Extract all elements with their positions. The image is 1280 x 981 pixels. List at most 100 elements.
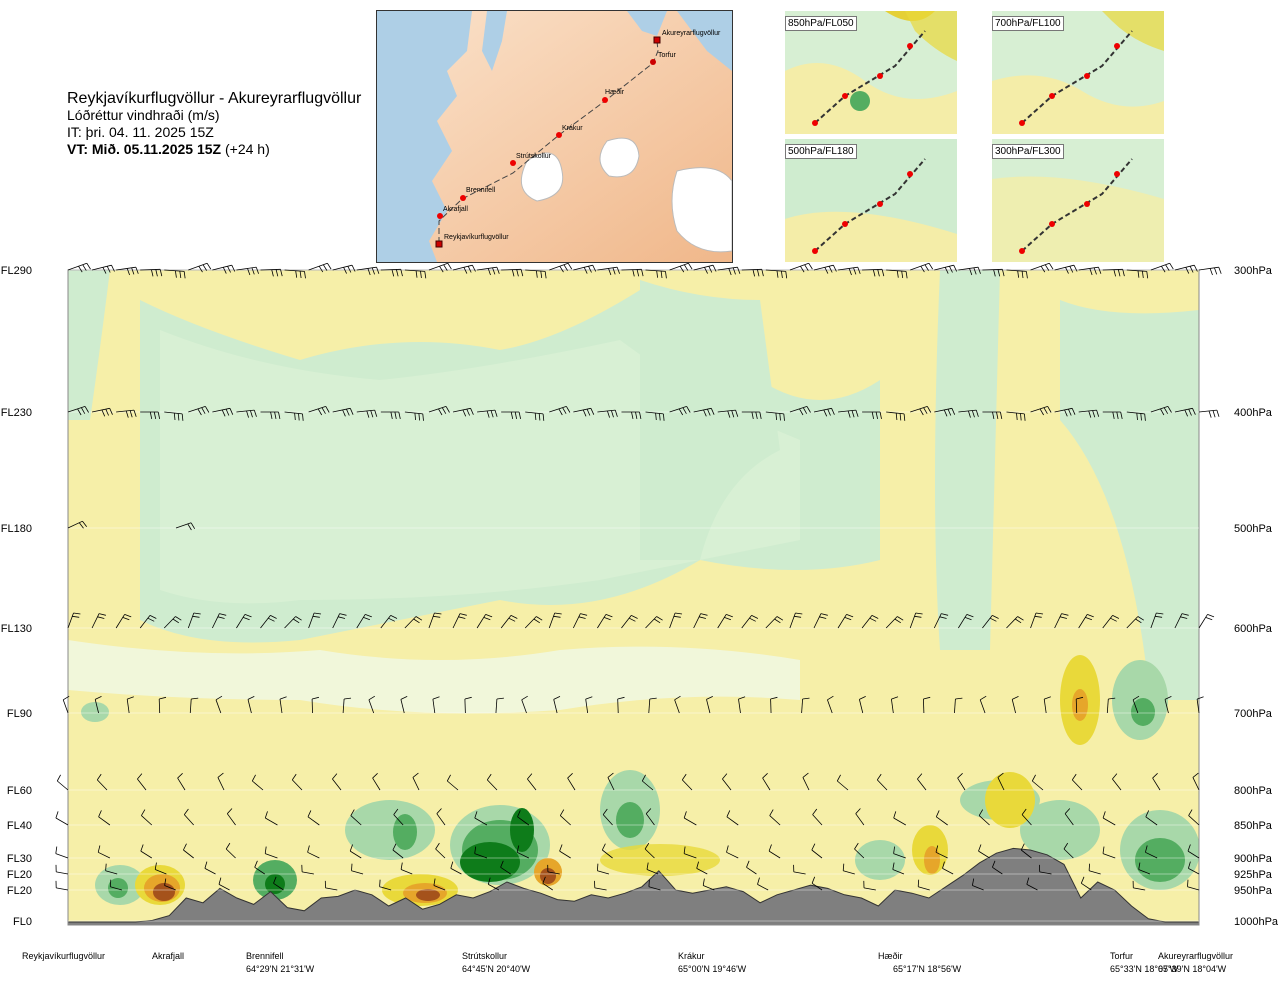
station-label-akureyri: Akureyrarflugvöllur: [662, 30, 721, 37]
wind-barb: [838, 409, 859, 418]
wind-barb: [183, 843, 194, 859]
wind-barb: [474, 811, 488, 826]
wind-barb: [1102, 846, 1116, 859]
wind-barb: [573, 407, 595, 417]
wind-barb: [641, 774, 654, 791]
wind-barb: [1075, 696, 1084, 714]
wind-barb: [474, 846, 488, 859]
wind-barb: [542, 876, 553, 891]
wind-barb: [351, 863, 364, 875]
wind-barb: [311, 696, 319, 714]
wind-barb: [1088, 863, 1101, 875]
issue-time: IT: þri. 04. 11. 2025 15Z: [67, 124, 214, 140]
wind-barb: [236, 266, 259, 276]
wind-barb: [1132, 695, 1140, 714]
wind-barb: [1043, 696, 1051, 714]
wind-barb: [308, 262, 332, 273]
wind-barb: [917, 879, 930, 891]
wind-barb: [1030, 612, 1044, 629]
wind-barb: [982, 411, 1003, 419]
wind-barb: [1198, 409, 1220, 418]
wind-barb: [607, 772, 615, 791]
wind-barb: [501, 411, 521, 419]
wind-barb: [517, 810, 530, 826]
location-name: Akureyrarflugvöllur: [1158, 951, 1233, 961]
wind-barb: [116, 409, 137, 418]
wind-barb: [177, 773, 186, 791]
wind-barb: [487, 877, 500, 891]
wind-barb: [746, 860, 757, 875]
pressure-level-label: 950hPa: [1234, 885, 1273, 897]
location-name: Brennifell: [246, 951, 284, 961]
pressure-level-label: 300hPa: [1234, 265, 1273, 277]
wind-barb: [96, 773, 108, 791]
wind-barb: [164, 878, 176, 891]
wind-barb: [1078, 266, 1102, 276]
wind-barb: [1192, 772, 1200, 791]
wind-barb: [935, 810, 948, 826]
wind-barb: [260, 268, 283, 277]
wind-barb: [738, 696, 746, 714]
flight-level-label: FL180: [1, 523, 32, 535]
flight-level-label: FL130: [1, 623, 32, 635]
wind-barb: [645, 808, 655, 826]
wind-barb: [477, 266, 500, 276]
wind-barb: [126, 696, 134, 714]
wind-barb: [681, 773, 693, 791]
wind-barb: [573, 264, 597, 274]
wind-barb: [693, 264, 717, 274]
wind-barb: [1126, 616, 1145, 629]
location-name: Torfur: [1110, 951, 1133, 961]
wind-barb: [342, 697, 352, 714]
wind-barb: [1150, 612, 1164, 629]
wind-barb: [762, 773, 771, 791]
wind-barb: [1026, 877, 1038, 891]
wind-barb: [356, 266, 380, 276]
wind-barb: [1187, 844, 1200, 859]
station-marker-akureyri: [653, 36, 661, 44]
wind-barb: [1112, 773, 1122, 791]
wind-barb: [140, 411, 160, 419]
wind-barb: [893, 846, 906, 859]
wind-barb: [861, 615, 879, 629]
wind-barb: [645, 269, 667, 279]
wind-barb: [1078, 614, 1094, 629]
wind-barb: [827, 695, 834, 714]
wind-barb: [109, 879, 122, 891]
wind-barb: [1106, 697, 1116, 714]
wind-barb: [801, 697, 810, 714]
pressure-level-label: 900hPa: [1234, 853, 1273, 865]
mini-map-850hpa: 850hPa/FL050: [785, 11, 957, 134]
wind-barb: [350, 809, 362, 826]
wind-barb: [572, 613, 588, 629]
station-label-haedir: Hæðir: [605, 88, 625, 96]
wind-barb: [301, 864, 314, 875]
wind-barb: [837, 614, 854, 629]
wind-barb: [521, 695, 528, 714]
wind-barb: [436, 808, 446, 826]
flight-level-label: FL40: [7, 820, 32, 832]
wind-barb: [254, 860, 265, 875]
wind-barb: [324, 880, 338, 891]
wind-barb: [67, 262, 91, 273]
wind-barb: [934, 264, 958, 274]
wind-barb: [547, 864, 560, 875]
wind-barb: [140, 844, 152, 859]
wind-barb: [1152, 773, 1161, 791]
wind-barb: [432, 696, 440, 714]
wind-barb: [717, 266, 741, 276]
wind-barb: [500, 615, 518, 629]
wind-barb: [1080, 876, 1092, 891]
wind-barb: [500, 860, 511, 875]
wind-barb: [55, 846, 69, 859]
wind-barb: [164, 269, 186, 279]
wind-barb: [516, 845, 529, 859]
wind-barb: [1102, 811, 1116, 826]
mini-map-graphic: [992, 139, 1164, 262]
wind-barb: [452, 264, 476, 274]
wind-barb: [648, 879, 661, 891]
wind-barb: [380, 615, 398, 629]
wind-barb: [909, 612, 923, 629]
wind-barb: [997, 772, 1005, 791]
wind-barb: [1054, 264, 1078, 274]
